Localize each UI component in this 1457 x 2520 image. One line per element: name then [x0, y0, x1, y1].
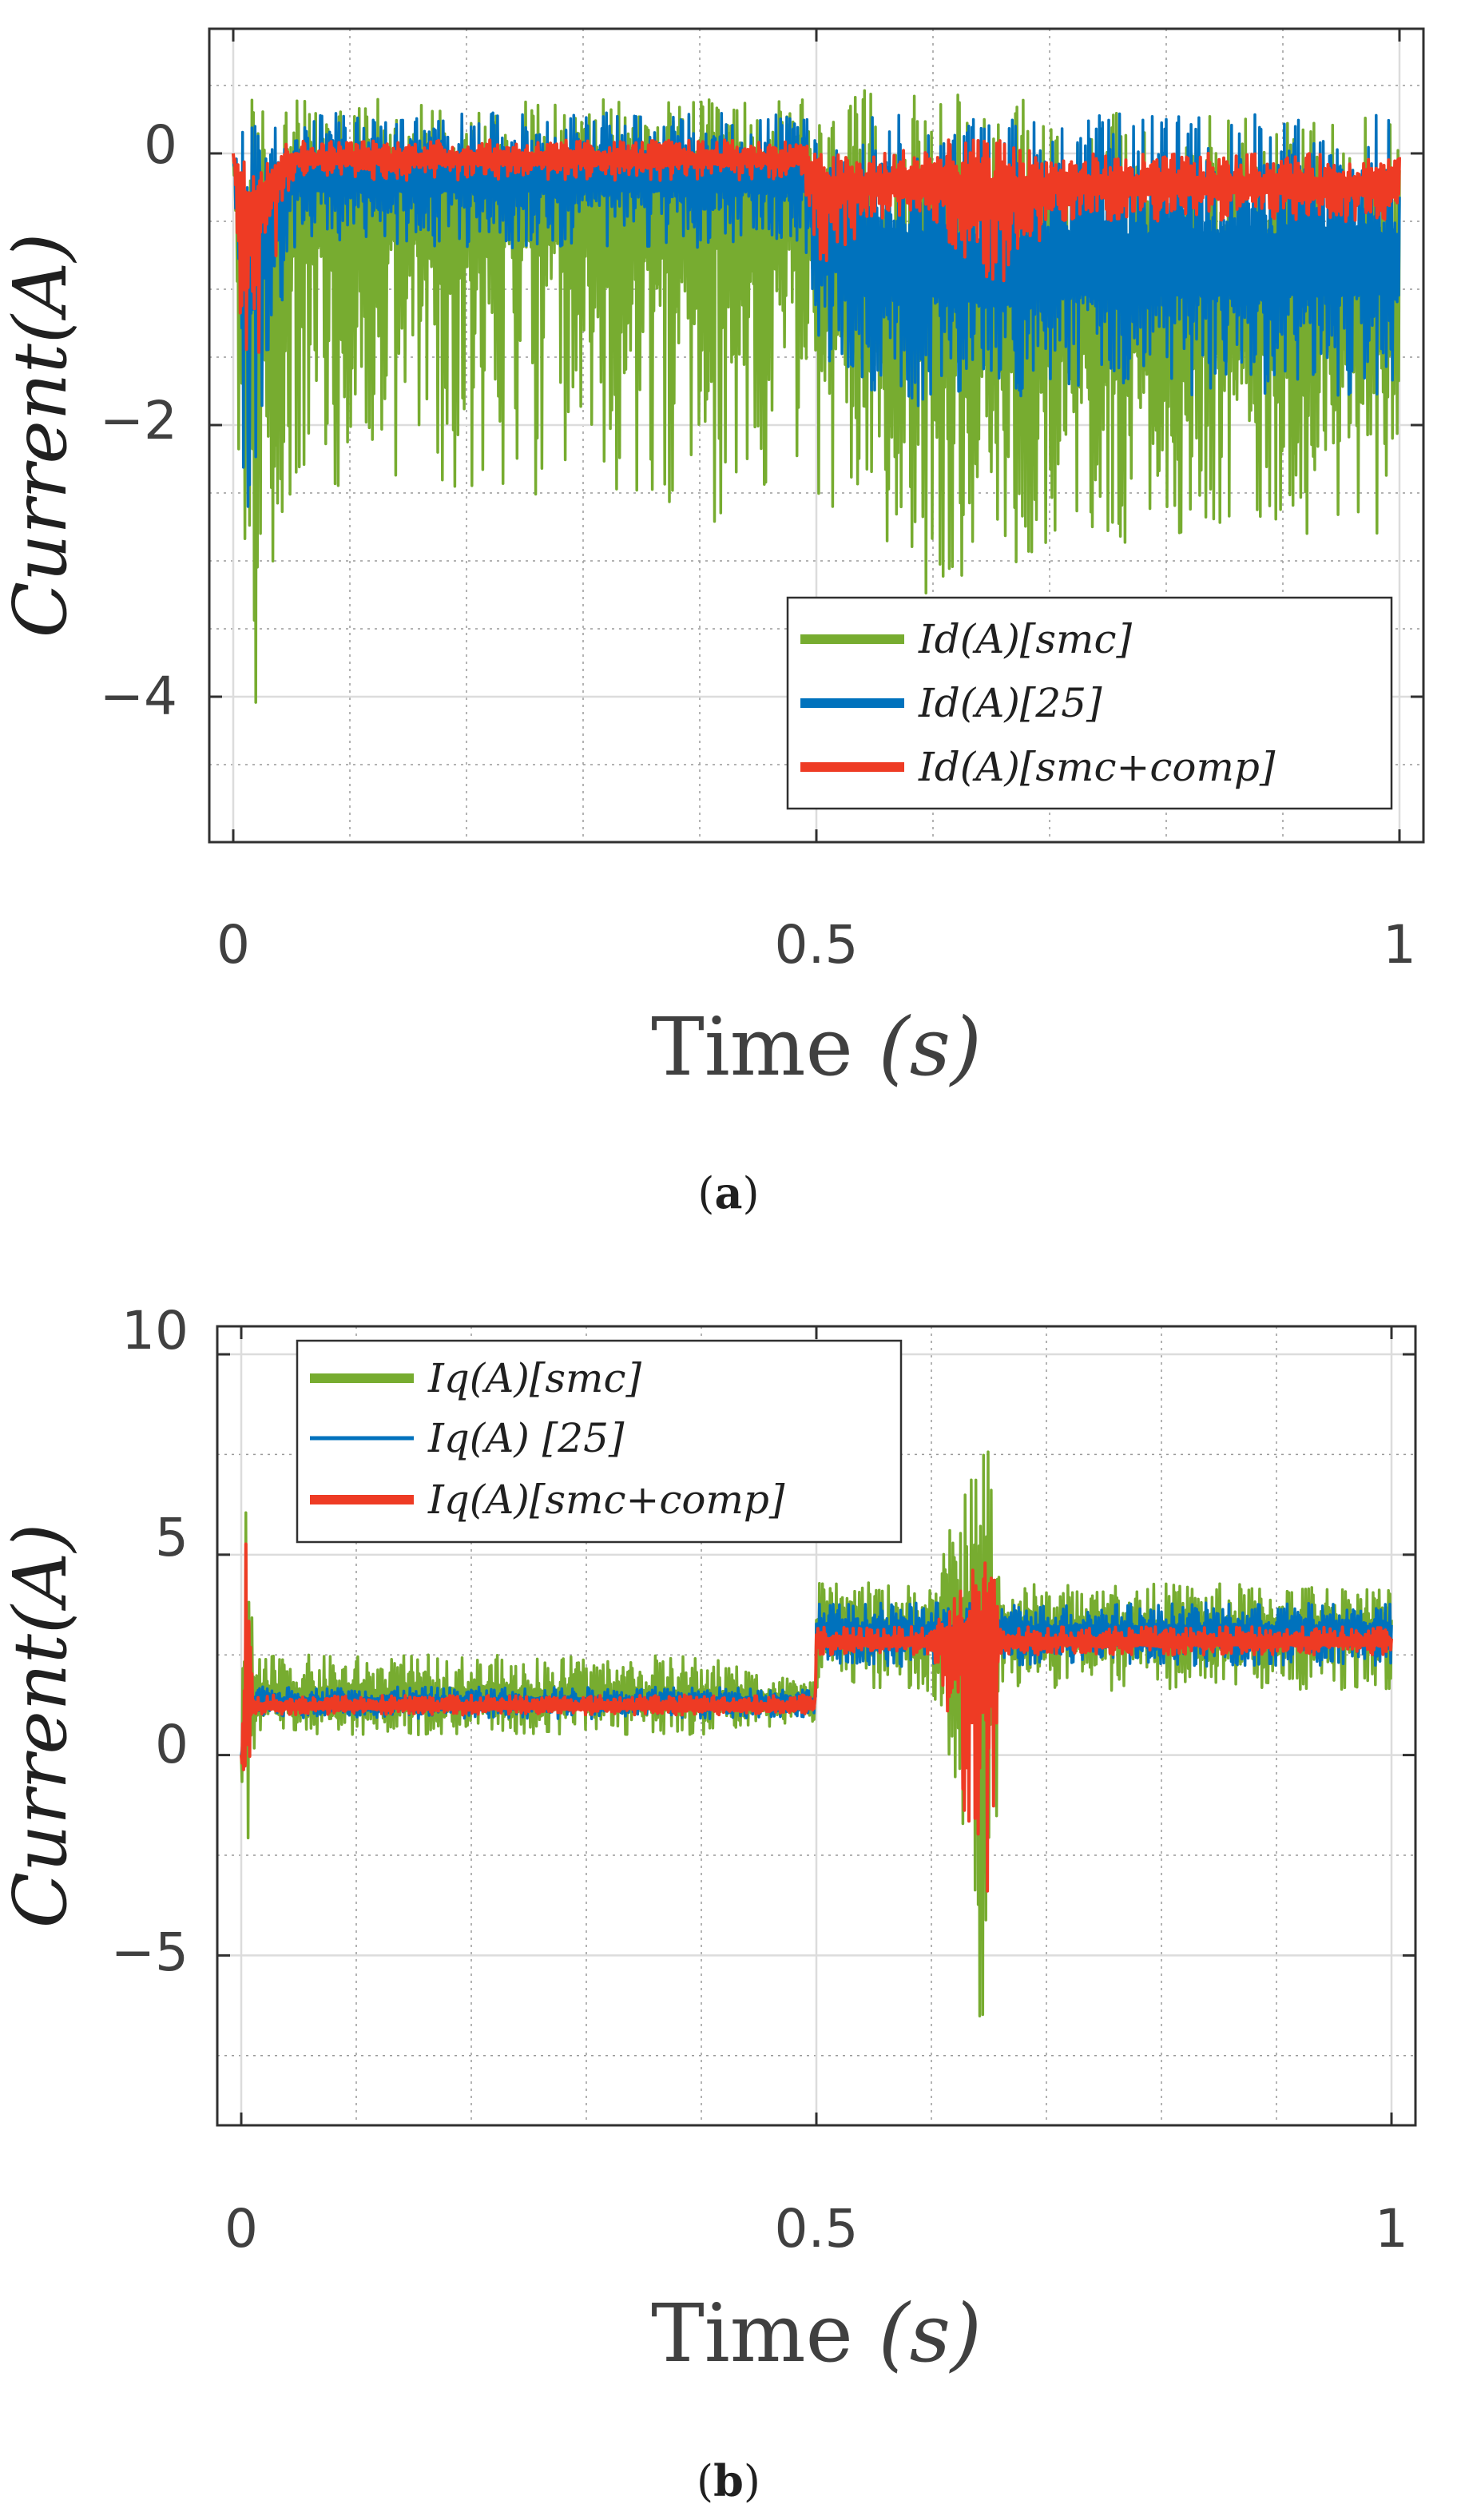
legend-label: Id(A)[smc] — [918, 616, 1132, 662]
series-group-b — [240, 1450, 1393, 2017]
legend-label: Id(A)[smc+comp] — [918, 744, 1276, 790]
legend-label: Id(A)[25] — [918, 680, 1102, 726]
chart-panel-b: 10 5 0 −5 0 0.5 1 Time (s) Current(A) Iq… — [0, 1300, 1417, 2506]
caption-open: ( — [697, 1168, 714, 1218]
legend-label: Iq(A)[smc+comp] — [427, 1477, 785, 1523]
caption-letter: b — [713, 2455, 744, 2506]
x-axis-title-unit: (s) — [879, 1000, 982, 1094]
xtick-label: 0.5 — [775, 2198, 859, 2260]
xtick-label: 0 — [224, 2198, 258, 2260]
series-line-ref25 — [232, 111, 1401, 508]
x-axis-title: Time (s) — [651, 2287, 982, 2380]
tick-marks-b — [217, 1326, 1415, 2125]
ytick-label: 0 — [155, 1714, 189, 1775]
series-line-smc-comp — [240, 1542, 1393, 1893]
caption-close: ) — [744, 2456, 760, 2506]
x-axis-title-main: Time — [651, 1000, 853, 1094]
caption-letter: a — [715, 1167, 743, 1218]
xtick-label: 0.5 — [775, 914, 859, 976]
ytick-label: −5 — [111, 1922, 189, 1983]
caption-open: ( — [697, 2456, 713, 2506]
tick-marks-a — [209, 29, 1423, 842]
x-axis-title-unit: (s) — [879, 2287, 982, 2380]
y-axis-title: Current(A) — [0, 1524, 83, 1929]
ytick-label: −2 — [100, 390, 177, 451]
legend-label: Iq(A)[smc] — [427, 1355, 641, 1401]
legend-label: Iq(A) [25] — [427, 1415, 625, 1461]
ytick-label: 0 — [144, 114, 177, 176]
x-axis-title-main: Time — [651, 2287, 853, 2380]
xtick-label: 1 — [1375, 2198, 1408, 2260]
chart-panel-a: 0 −2 −4 0 0.5 1 Time (s) Current(A) Id(A… — [0, 27, 1425, 1218]
caption-close: ) — [743, 1168, 760, 1218]
panel-caption-b: (b) — [697, 2455, 760, 2506]
ytick-label: 5 — [155, 1507, 189, 1568]
ytick-label: −4 — [100, 666, 177, 727]
series-line-smc — [240, 1450, 1393, 2017]
legend-a: Id(A)[smc] Id(A)[25] Id(A)[smc+comp] — [786, 596, 1393, 810]
xtick-label: 1 — [1383, 914, 1416, 976]
xtick-label: 0 — [216, 914, 250, 976]
ytick-label: 10 — [121, 1300, 189, 1361]
series-group-a — [232, 89, 1401, 704]
x-axis-title: Time (s) — [651, 1000, 982, 1094]
legend-b: Iq(A)[smc] Iq(A) [25] Iq(A)[smc+comp] — [296, 1339, 903, 1544]
y-axis-title: Current(A) — [0, 233, 83, 638]
series-line-smc-comp — [232, 138, 1401, 354]
panel-caption-a: (a) — [697, 1167, 759, 1218]
